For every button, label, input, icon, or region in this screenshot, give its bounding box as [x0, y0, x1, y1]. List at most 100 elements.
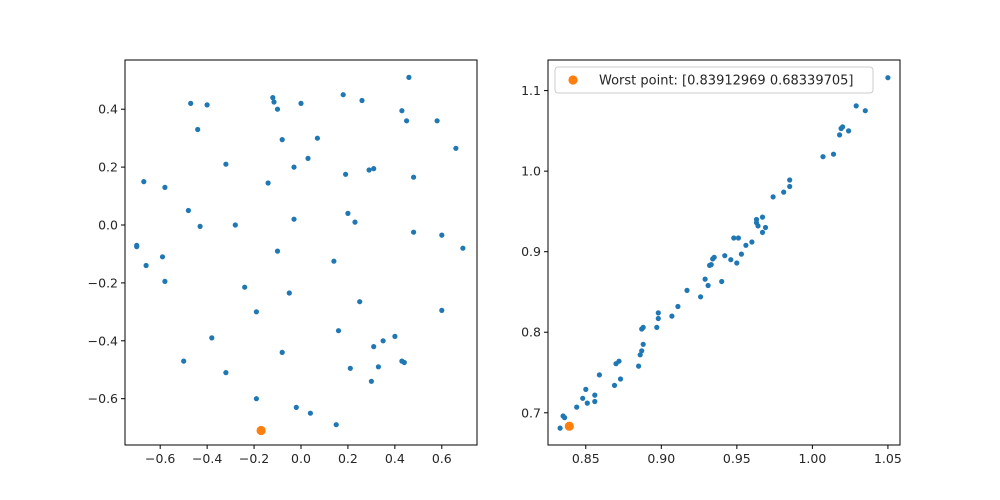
- data-point: [734, 260, 740, 266]
- data-point: [705, 282, 711, 289]
- data-point: [596, 372, 603, 378]
- axes-frame: [124, 59, 478, 446]
- data-point: [181, 358, 187, 364]
- data-point: [837, 132, 843, 138]
- x-tick-label: −0.4: [192, 451, 222, 466]
- data-point: [401, 359, 407, 366]
- data-point: [743, 242, 749, 248]
- data-point: [439, 307, 445, 313]
- data-point: [209, 335, 215, 341]
- data-point: [159, 254, 166, 260]
- data-point: [862, 108, 868, 114]
- data-point: [759, 214, 766, 220]
- data-point: [185, 207, 191, 214]
- data-point: [636, 363, 642, 369]
- data-point: [392, 333, 398, 339]
- data-point: [434, 118, 440, 124]
- data-point: [592, 392, 598, 398]
- data-point: [639, 348, 645, 354]
- y-tick-label: 1.1: [521, 83, 541, 98]
- data-point: [562, 415, 568, 421]
- data-point: [711, 254, 717, 260]
- data-point: [333, 422, 339, 428]
- data-point: [232, 222, 238, 228]
- data-point: [375, 364, 381, 370]
- data-point: [305, 155, 311, 161]
- data-point: [399, 108, 405, 114]
- data-point: [188, 100, 194, 106]
- data-point: [343, 171, 349, 177]
- axes-frame: [547, 59, 901, 446]
- data-point: [722, 253, 728, 259]
- data-point: [830, 151, 837, 157]
- data-point: [352, 219, 358, 225]
- data-point: [162, 184, 168, 190]
- x-tick-label: 0.0: [291, 451, 311, 466]
- legend-marker: [568, 75, 578, 85]
- y-tick-label: −0.4: [88, 333, 118, 348]
- data-point: [840, 124, 846, 130]
- data-point: [291, 216, 297, 222]
- y-tick-label: 1.0: [521, 164, 541, 179]
- data-point: [345, 210, 351, 216]
- data-point: [279, 349, 285, 355]
- x-tick-label: 1.05: [874, 451, 902, 466]
- data-point: [357, 299, 363, 305]
- data-point: [253, 396, 259, 402]
- data-point: [314, 135, 320, 141]
- data-point: [738, 251, 745, 257]
- data-point: [279, 137, 285, 143]
- data-point: [197, 223, 203, 229]
- data-point: [270, 95, 276, 101]
- data-point: [366, 167, 372, 173]
- data-point: [557, 425, 563, 431]
- data-point: [735, 235, 742, 241]
- x-tick-label: −0.2: [239, 451, 269, 466]
- data-point: [820, 154, 826, 160]
- worst-point: [256, 425, 266, 436]
- data-point: [655, 310, 661, 316]
- data-point: [654, 324, 660, 330]
- data-point: [846, 128, 852, 134]
- data-point: [640, 324, 646, 330]
- data-point: [853, 103, 859, 109]
- data-point: [298, 100, 304, 106]
- data-point: [404, 118, 410, 124]
- y-tick-label: 0.0: [98, 218, 118, 233]
- y-tick-label: 0.7: [521, 405, 541, 420]
- data-point: [286, 290, 292, 296]
- data-point: [293, 404, 299, 410]
- data-point: [274, 106, 281, 112]
- data-point: [162, 278, 168, 284]
- data-point: [728, 257, 734, 263]
- data-point: [359, 97, 365, 104]
- x-tick-label: 1.00: [798, 451, 826, 466]
- worst-point: [564, 421, 574, 431]
- data-point: [143, 262, 149, 269]
- data-point: [584, 400, 590, 406]
- data-point: [708, 262, 714, 268]
- data-point: [655, 315, 661, 322]
- x-tick-label: 0.90: [647, 451, 675, 466]
- data-point: [749, 239, 755, 245]
- data-point: [702, 276, 708, 282]
- data-point: [380, 338, 386, 344]
- data-point: [253, 309, 259, 315]
- data-point: [271, 99, 277, 105]
- data-point: [719, 278, 725, 285]
- data-point: [580, 395, 586, 401]
- data-point: [675, 303, 681, 310]
- x-tick-label: 0.2: [338, 451, 358, 466]
- data-point: [755, 223, 761, 229]
- chart-left: −0.6 −0.4 −0.2 0.0 0.2 0.4 0.6 −0.6 −0.4 −0.2 0.0 0…: [88, 59, 478, 466]
- data-point: [141, 179, 147, 185]
- data-point: [787, 183, 793, 190]
- data-point: [368, 378, 374, 384]
- data-point: [291, 164, 297, 170]
- chart-right: 0.85 0.90 0.95 1.00 1.05 0.7 0.8 0.9 1.0 1.1 Worst…: [521, 59, 902, 466]
- data-point: [347, 365, 353, 371]
- data-point: [223, 370, 229, 376]
- data-point: [637, 352, 643, 358]
- data-point: [331, 258, 337, 264]
